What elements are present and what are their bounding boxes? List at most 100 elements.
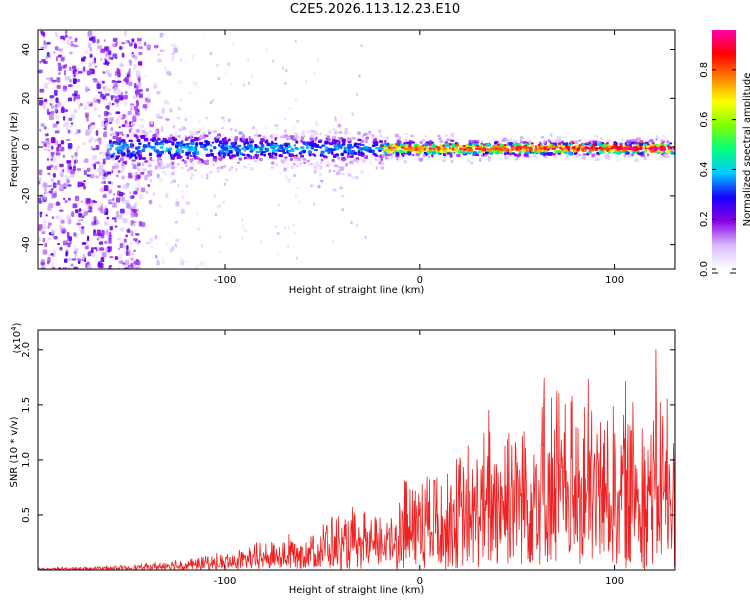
signal-cell <box>149 145 153 149</box>
noise-cell <box>85 51 89 54</box>
snr-panel: -100 0 100 0.5 1.0 1.5 2.0 Height of straight l… <box>9 322 676 596</box>
signal-cell <box>294 134 299 138</box>
signal-cell <box>192 162 196 166</box>
signal-cell <box>367 146 372 150</box>
noise-cell <box>73 44 79 48</box>
noise-cell <box>55 215 60 219</box>
noise-cell <box>49 102 53 106</box>
signal-cell <box>594 147 598 150</box>
noise-cell <box>69 66 72 72</box>
noise-cell <box>161 258 165 264</box>
signal-cell <box>172 138 177 142</box>
signal-cell <box>284 156 288 159</box>
signal-cell <box>589 140 593 143</box>
signal-cell <box>255 132 258 137</box>
signal-cell <box>523 141 528 145</box>
signal-cell <box>189 166 194 170</box>
x-tick-label: -100 <box>214 275 237 286</box>
noise-cell <box>123 40 129 45</box>
noise-cell <box>103 185 109 192</box>
signal-cell <box>442 152 445 156</box>
signal-cell <box>209 149 213 153</box>
signal-cell <box>289 153 294 157</box>
signal-cell <box>253 160 258 163</box>
noise-cell <box>298 200 301 204</box>
noise-cell <box>159 49 164 52</box>
noise-cell <box>52 173 56 178</box>
signal-cell <box>458 145 463 148</box>
noise-cell <box>99 209 105 213</box>
noise-cell <box>114 96 118 99</box>
signal-cell <box>178 143 183 147</box>
signal-cell <box>274 124 279 127</box>
signal-cell <box>409 141 412 146</box>
signal-cell <box>446 138 451 141</box>
signal-cell <box>157 137 160 140</box>
signal-cell <box>272 156 278 160</box>
signal-cell <box>235 167 238 172</box>
noise-cell <box>277 231 280 235</box>
noise-cell <box>133 43 138 49</box>
noise-cell <box>217 76 220 80</box>
signal-cell <box>328 169 332 173</box>
signal-cell <box>374 141 378 144</box>
signal-cell <box>109 147 112 151</box>
signal-cell <box>487 135 491 139</box>
signal-cell <box>111 132 115 136</box>
signal-cell <box>423 154 426 157</box>
noise-cell <box>251 75 254 79</box>
signal-cell <box>329 162 332 167</box>
signal-cell <box>259 148 264 151</box>
signal-cell <box>164 139 169 144</box>
y-tick-label: -40 <box>21 236 32 252</box>
signal-cell <box>540 136 545 139</box>
signal-cell <box>578 139 581 142</box>
signal-cell <box>384 156 388 160</box>
signal-cell <box>223 153 227 157</box>
signal-cell <box>438 137 443 141</box>
signal-cell <box>631 147 636 151</box>
signal-cell <box>216 166 221 170</box>
y-tick-label: 20 <box>21 92 32 105</box>
signal-cell <box>146 144 151 148</box>
noise-cell <box>54 89 58 96</box>
noise-cell <box>59 216 63 222</box>
noise-cell <box>78 208 82 212</box>
signal-cell <box>140 134 146 139</box>
noise-cell <box>99 247 105 251</box>
noise-cell <box>50 110 55 115</box>
noise-cell <box>126 175 129 179</box>
noise-cell <box>87 42 91 48</box>
signal-cell <box>218 140 223 144</box>
signal-cell <box>242 165 248 169</box>
noise-cell <box>74 209 79 214</box>
noise-cell <box>67 236 72 241</box>
signal-cell <box>543 140 547 144</box>
noise-cell <box>116 103 119 108</box>
signal-cell <box>249 147 253 151</box>
signal-cell <box>380 166 385 170</box>
signal-cell <box>624 141 627 146</box>
signal-cell <box>211 141 215 144</box>
signal-cell <box>192 154 197 158</box>
noise-cell <box>97 91 103 94</box>
noise-cell <box>161 107 165 114</box>
noise-cell <box>51 266 56 269</box>
signal-cell <box>168 151 171 155</box>
noise-cell <box>99 235 105 239</box>
noise-cell <box>43 98 48 103</box>
signal-cell <box>337 147 340 151</box>
noise-cell <box>50 158 54 161</box>
signal-cell <box>155 139 159 143</box>
noise-cell <box>80 200 84 203</box>
signal-cell <box>315 136 318 140</box>
noise-cell <box>157 53 160 57</box>
snr-series-line <box>38 349 675 570</box>
noise-cell <box>73 159 77 165</box>
signal-cell <box>205 141 211 145</box>
signal-cell <box>164 150 167 153</box>
signal-cell <box>547 139 551 142</box>
signal-cell <box>284 164 289 168</box>
noise-cell <box>275 224 278 228</box>
signal-cell <box>147 141 151 145</box>
